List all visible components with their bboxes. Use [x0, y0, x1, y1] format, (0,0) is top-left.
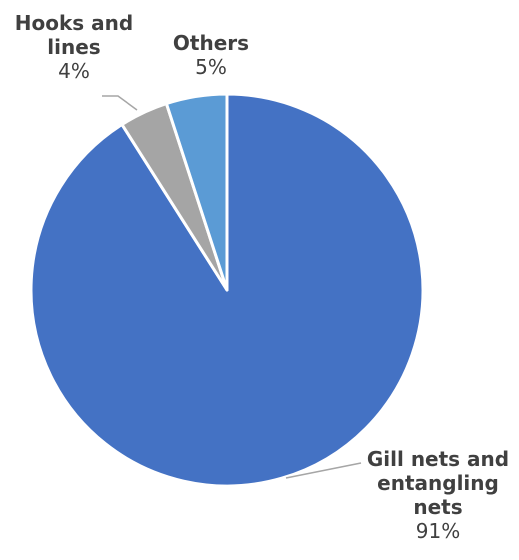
data-label-percent-others: 5%	[195, 55, 227, 79]
data-label-name-hooks-and-lines-1: Hooks and	[15, 11, 133, 35]
leader-line-gill-nets-and-entangling-nets	[285, 462, 362, 479]
data-label-name-hooks-and-lines-2: lines	[47, 35, 100, 59]
leader-line-hooks-and-lines	[102, 95, 138, 111]
data-label-name-others-1: Others	[173, 31, 249, 55]
data-label-percent-hooks-and-lines: 4%	[58, 59, 90, 83]
data-label-name-gill-nets-and-entangling-nets-1: Gill nets and	[367, 447, 509, 471]
data-label-name-gill-nets-and-entangling-nets-2: entangling	[377, 471, 499, 495]
data-label-name-gill-nets-and-entangling-nets-3: nets	[413, 495, 462, 519]
pie-slices	[29, 92, 425, 488]
data-label-percent-gill-nets-and-entangling-nets: 91%	[416, 519, 460, 543]
pie-slice-others	[164, 92, 229, 292]
leader-lines	[102, 95, 362, 479]
